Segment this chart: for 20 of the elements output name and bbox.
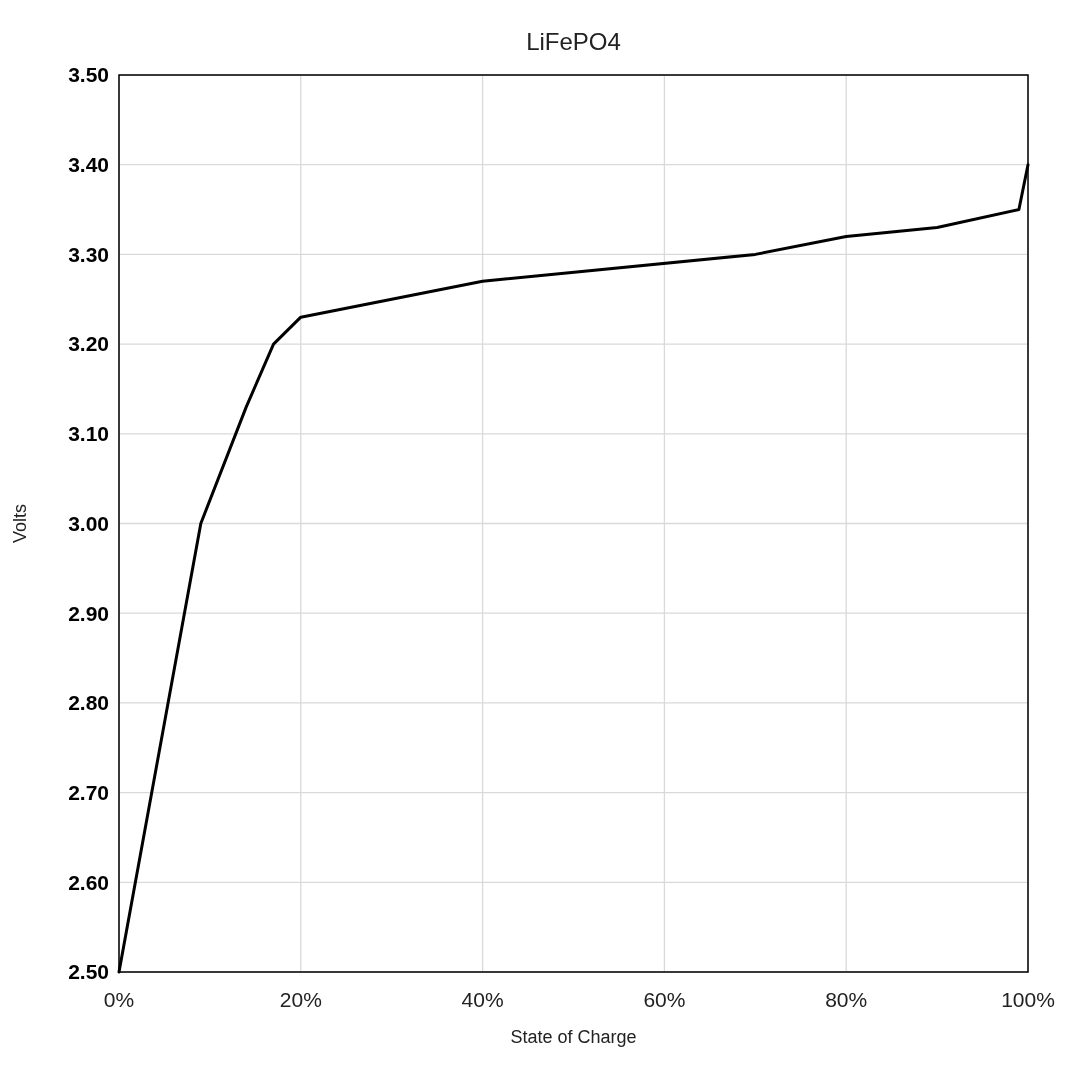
x-tick-label: 40% bbox=[461, 988, 504, 1011]
y-tick-label: 3.40 bbox=[68, 153, 109, 177]
y-tick-label: 2.60 bbox=[68, 870, 109, 894]
chart-title: LiFePO4 bbox=[526, 28, 621, 55]
x-tick-label: 60% bbox=[643, 988, 686, 1011]
y-tick-label: 3.50 bbox=[68, 63, 109, 87]
y-tick-label: 2.70 bbox=[68, 780, 109, 804]
y-axis-title: Volts bbox=[10, 503, 30, 544]
x-tick-label: 100% bbox=[1001, 988, 1055, 1011]
x-tick-label: 0% bbox=[103, 988, 135, 1011]
y-tick-label: 3.10 bbox=[68, 422, 109, 446]
y-tick-label: 2.50 bbox=[68, 960, 109, 984]
x-tick-label: 20% bbox=[279, 988, 322, 1011]
x-tick-label: 80% bbox=[825, 988, 868, 1011]
y-tick-label: 3.00 bbox=[68, 511, 109, 535]
x-axis-title: State of Charge bbox=[510, 1027, 637, 1047]
y-tick-label: 2.90 bbox=[68, 601, 109, 625]
y-tick-label: 2.80 bbox=[68, 691, 109, 715]
y-tick-label: 3.20 bbox=[68, 332, 109, 356]
y-tick-label: 3.30 bbox=[68, 242, 109, 266]
